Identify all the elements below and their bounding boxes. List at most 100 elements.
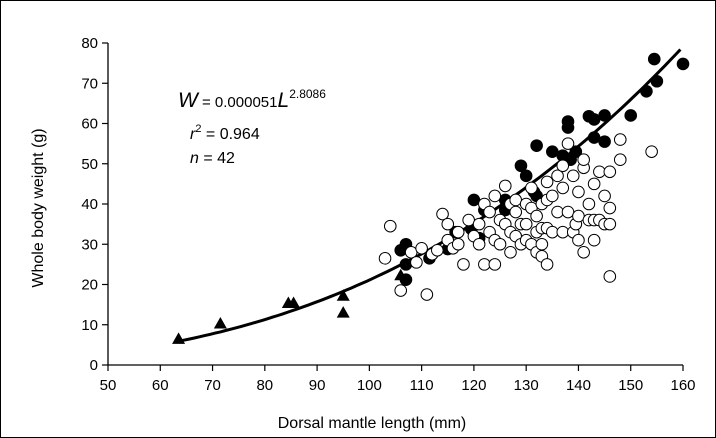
equation-w: W (178, 89, 200, 112)
filled-circle-point (676, 57, 690, 71)
filled-circle-point (647, 52, 661, 66)
x-tick-label: 120 (461, 377, 486, 394)
r-squared-annotation: r2 = 0.964 (190, 123, 260, 143)
x-axis-title: Dorsal mantle length (mm) (278, 415, 467, 432)
open-circle-point (478, 258, 491, 271)
equation-annotation: W = 0.000051L2.8086 (178, 87, 326, 112)
open-circle-point (436, 207, 449, 221)
open-circle-point (509, 193, 523, 207)
y-tick-label: 50 (81, 156, 98, 173)
open-circle-point (498, 179, 512, 193)
open-circle-point (613, 153, 627, 167)
open-circle-point (519, 217, 533, 231)
open-circle-point (420, 288, 434, 301)
triangle-point (336, 289, 350, 301)
open-circle-point (431, 243, 444, 257)
open-circle-point (472, 217, 486, 231)
open-circle-point (603, 165, 617, 179)
y-axis-title: Whole body weight (g) (30, 128, 47, 287)
open-circle-point (598, 189, 611, 203)
open-circle-point (566, 169, 580, 183)
open-circle-point (603, 201, 617, 215)
open-circle-point (645, 145, 658, 158)
triangle-point (287, 296, 301, 309)
r-squared-value: = 0.964 (201, 126, 259, 143)
n-value: = 42 (199, 150, 235, 167)
equation-l: L (278, 89, 290, 112)
open-circle-point (577, 153, 590, 167)
open-circle-point (457, 258, 470, 271)
equation-exponent: 2.8086 (289, 87, 326, 101)
open-circle-point (561, 205, 575, 219)
open-circle-point (572, 233, 585, 247)
open-circle-point (415, 241, 428, 255)
y-tick-label: 80 (81, 35, 98, 52)
open-circle-point (410, 256, 423, 269)
y-tick-label: 70 (81, 75, 98, 92)
y-tick-label: 0 (90, 357, 98, 374)
open-circle-point (441, 217, 455, 231)
triangle-point (336, 306, 350, 318)
open-circle-point (472, 237, 486, 251)
open-circle-point (509, 205, 523, 219)
filled-circle-point (624, 109, 638, 122)
n-symbol: n (190, 150, 199, 167)
open-circle-point (556, 181, 570, 195)
open-circle-point (488, 189, 502, 203)
open-circle-point (577, 246, 590, 259)
filled-circle-point (467, 193, 481, 207)
filled-circle-point (640, 85, 653, 98)
open-circle-point (383, 219, 397, 233)
y-tick-label: 20 (81, 277, 98, 294)
axes: 50 60 70 80 90 100 110 120 130 140 150 160 0 10 20 30 40… (81, 35, 695, 394)
filled-circle-point (546, 145, 559, 158)
filled-circle-point (519, 169, 533, 183)
r-superscript: 2 (195, 123, 201, 135)
open-circle-point (603, 270, 617, 283)
filled-circle-point (399, 258, 413, 271)
open-circle-point (504, 246, 517, 259)
data-points-layer (172, 52, 690, 344)
open-circle-point (551, 205, 564, 219)
open-circle-point (613, 133, 627, 146)
filled-circle-point (598, 135, 611, 148)
x-tick-label: 80 (256, 377, 273, 394)
x-tick-label: 90 (309, 377, 326, 394)
filled-circle-point (561, 121, 575, 134)
y-tick-label: 30 (81, 236, 98, 253)
filled-circle-point (399, 273, 413, 286)
filled-circle-point (587, 113, 601, 126)
open-circle-point (561, 137, 575, 150)
filled-circle-point (569, 145, 583, 158)
open-circle-point (603, 217, 617, 231)
x-tick-label: 110 (410, 377, 434, 394)
equation-coefficient: = 0.000051 (198, 94, 278, 111)
r-symbol: r (190, 126, 196, 143)
x-tick-label: 50 (100, 377, 117, 394)
x-tick-label: 160 (670, 377, 695, 394)
open-circle-point (451, 225, 465, 239)
filled-circle-point (650, 74, 664, 88)
open-circle-point (530, 209, 543, 223)
open-circle-point (488, 258, 502, 271)
x-tick-label: 70 (204, 377, 221, 394)
open-circle-point (587, 177, 601, 191)
open-circle-point (582, 197, 596, 211)
open-circle-point (572, 209, 585, 223)
open-circle-point (394, 284, 408, 297)
x-tick-label: 150 (618, 377, 643, 394)
x-tick-label: 140 (566, 377, 591, 394)
open-circle-point (540, 175, 554, 189)
filled-circle-point (598, 109, 611, 122)
filled-circle-point (587, 131, 601, 144)
filled-circle-point (514, 159, 528, 173)
open-circle-point (556, 159, 570, 173)
open-circle-point (587, 233, 601, 247)
open-circle-point (525, 181, 538, 195)
y-tick-label: 40 (81, 196, 98, 213)
open-circle-point (546, 189, 559, 203)
open-circle-point (540, 258, 554, 271)
triangle-point (172, 332, 186, 344)
open-circle-point (556, 225, 570, 239)
